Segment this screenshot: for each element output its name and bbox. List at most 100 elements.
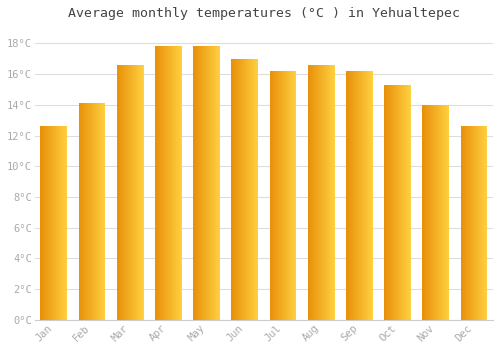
Bar	[206, 47, 207, 320]
Bar	[444, 105, 445, 320]
Bar	[161, 47, 162, 320]
Bar	[400, 85, 401, 320]
Bar	[294, 71, 295, 320]
Bar	[65, 126, 66, 320]
Bar	[437, 105, 438, 320]
Bar	[214, 47, 215, 320]
Bar	[130, 65, 131, 320]
Bar	[272, 71, 274, 320]
Bar	[292, 71, 293, 320]
Bar	[388, 85, 389, 320]
Bar	[289, 71, 290, 320]
Bar	[285, 71, 286, 320]
Bar	[58, 126, 59, 320]
Bar	[360, 71, 361, 320]
Bar	[359, 71, 360, 320]
Bar	[240, 59, 241, 320]
Bar	[293, 71, 294, 320]
Bar	[127, 65, 128, 320]
Bar	[237, 59, 238, 320]
Bar	[208, 47, 209, 320]
Bar	[331, 65, 332, 320]
Bar	[59, 126, 60, 320]
Bar	[409, 85, 410, 320]
Bar	[431, 105, 432, 320]
Bar	[285, 71, 286, 320]
Bar	[62, 126, 63, 320]
Bar	[467, 126, 468, 320]
Bar	[95, 103, 96, 320]
Bar	[50, 126, 51, 320]
Bar	[319, 65, 320, 320]
Bar	[255, 59, 256, 320]
Bar	[143, 65, 144, 320]
Bar	[442, 105, 443, 320]
Bar	[475, 126, 476, 320]
Bar	[201, 47, 202, 320]
Bar	[349, 71, 350, 320]
Bar	[66, 126, 68, 320]
Bar	[61, 126, 62, 320]
Bar	[138, 65, 139, 320]
Bar	[391, 85, 392, 320]
Bar	[366, 71, 367, 320]
Bar	[88, 103, 89, 320]
Bar	[439, 105, 440, 320]
Bar	[346, 71, 347, 320]
Bar	[40, 126, 41, 320]
Bar	[425, 105, 426, 320]
Bar	[233, 59, 234, 320]
Bar	[371, 71, 372, 320]
Bar	[211, 47, 212, 320]
Bar	[93, 103, 94, 320]
Bar	[43, 126, 44, 320]
Bar	[324, 65, 326, 320]
Bar	[174, 47, 175, 320]
Bar	[422, 105, 423, 320]
Bar	[310, 65, 311, 320]
Bar	[181, 47, 182, 320]
Bar	[45, 126, 46, 320]
Bar	[283, 71, 284, 320]
Bar	[87, 103, 88, 320]
Bar	[246, 59, 247, 320]
Bar	[237, 59, 238, 320]
Bar	[460, 126, 461, 320]
Bar	[321, 65, 322, 320]
Bar	[105, 103, 106, 320]
Bar	[448, 105, 449, 320]
Bar	[468, 126, 469, 320]
Bar	[170, 47, 171, 320]
Bar	[241, 59, 242, 320]
Bar	[200, 47, 201, 320]
Bar	[348, 71, 349, 320]
Bar	[295, 71, 296, 320]
Bar	[385, 85, 386, 320]
Bar	[136, 65, 137, 320]
Bar	[198, 47, 199, 320]
Bar	[254, 59, 255, 320]
Bar	[163, 47, 164, 320]
Bar	[235, 59, 236, 320]
Bar	[333, 65, 334, 320]
Bar	[57, 126, 58, 320]
Bar	[440, 105, 441, 320]
Bar	[279, 71, 280, 320]
Bar	[90, 103, 91, 320]
Bar	[159, 47, 160, 320]
Bar	[48, 126, 49, 320]
Bar	[91, 103, 92, 320]
Bar	[210, 47, 211, 320]
Bar	[308, 65, 309, 320]
Bar	[234, 59, 235, 320]
Bar	[44, 126, 45, 320]
Bar	[162, 47, 163, 320]
Bar	[329, 65, 330, 320]
Bar	[164, 47, 165, 320]
Bar	[408, 85, 409, 320]
Bar	[402, 85, 403, 320]
Bar	[239, 59, 240, 320]
Bar	[328, 65, 329, 320]
Bar	[405, 85, 406, 320]
Bar	[50, 126, 51, 320]
